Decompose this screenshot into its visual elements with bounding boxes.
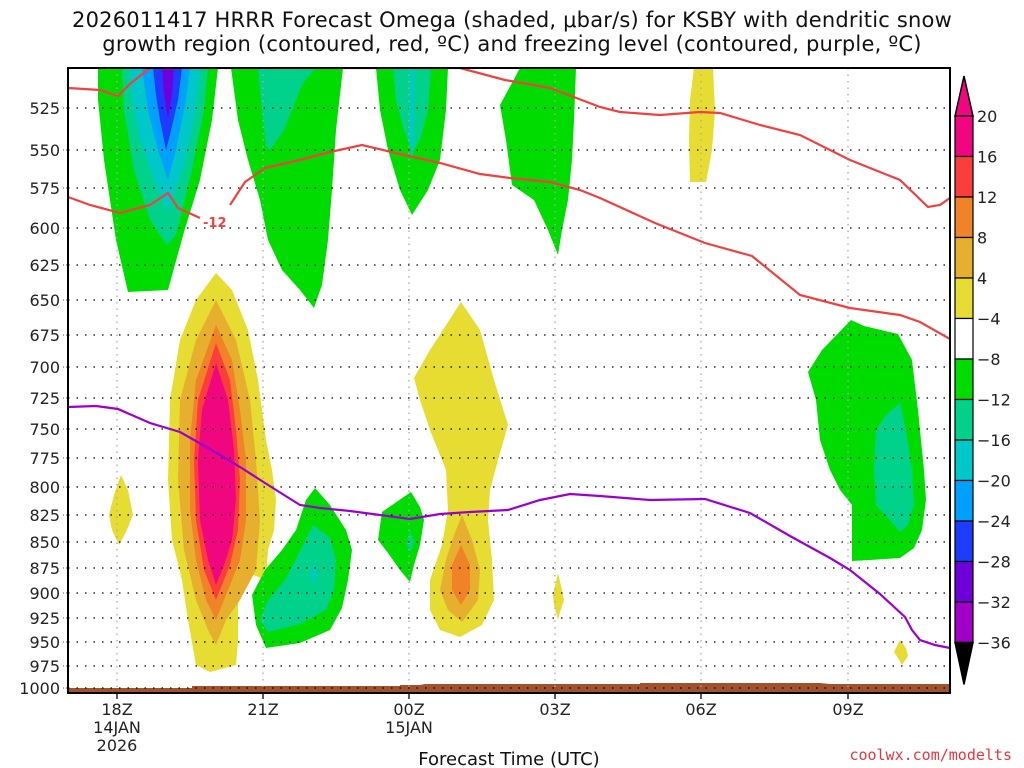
- colorbar-label: 20: [977, 107, 997, 126]
- chart-title: 2026011417 HRRR Forecast Omega (shaded, …: [0, 8, 1024, 56]
- colorbar-swatch: [954, 520, 974, 563]
- y-tick-label: 775: [29, 449, 60, 468]
- omega-shade-ascent-5-m8: [260, 525, 336, 632]
- omega-shade-ascent-1-m24: [162, 68, 174, 118]
- x-axis-label: Forecast Time (UTC): [418, 749, 599, 768]
- colorbar-swatch: [954, 277, 974, 320]
- colorbar-swatch: [954, 236, 974, 279]
- x-tick-label: 09Z: [832, 700, 863, 719]
- colorbar-min-arrow: [954, 641, 974, 685]
- contour-dgz-lower: [68, 191, 201, 220]
- y-tick-label: 600: [29, 219, 60, 238]
- colorbar-label: −28: [977, 553, 1011, 572]
- shaded-omega-layer: [68, 68, 950, 693]
- omega-shade-ascent-5-m12: [311, 563, 317, 585]
- y-tick-label: 850: [29, 533, 60, 552]
- colorbar-swatch: [954, 560, 974, 603]
- y-tick-label: 900: [29, 584, 60, 603]
- x-tick-label: 21Z: [247, 700, 278, 719]
- contour-label-dgz: -12: [203, 216, 227, 231]
- omega-shade-ascent-4-m4: [500, 68, 576, 255]
- contour-dgz-upper: [68, 68, 950, 209]
- y-tick-label: 800: [29, 478, 60, 497]
- x-tick-date-label: 14JAN: [93, 718, 141, 737]
- y-tick-label: 825: [29, 506, 60, 525]
- colorbar-swatch: [954, 317, 974, 360]
- y-tick-label: 875: [29, 559, 60, 578]
- omega-shade-ascent-3-m12: [410, 68, 414, 160]
- omega-shade-ascent-6-m4: [378, 492, 424, 582]
- omega-shade-descent-small-4: [894, 640, 908, 665]
- colorbar-label: −8: [977, 350, 1001, 369]
- omega-shade-ascent-6-m8: [407, 530, 414, 552]
- contour-layer: -12: [68, 68, 950, 650]
- y-tick-label: 975: [29, 657, 60, 676]
- colorbar-label: 12: [977, 188, 997, 207]
- omega-shade-descent-small-1: [689, 68, 715, 182]
- y-tick-label: 950: [29, 633, 60, 652]
- colorbar-swatch: [954, 479, 974, 522]
- omega-shade-descent-2-p12: [452, 545, 470, 605]
- colorbar-label: −24: [977, 512, 1011, 531]
- colorbar-max-arrow: [954, 75, 974, 117]
- omega-shade-ascent-7-m8: [874, 403, 914, 532]
- colorbar-label: −20: [977, 472, 1011, 491]
- omega-shade-ascent-2-m8: [258, 68, 315, 150]
- y-axis: 525 550 575 600 625 650 675 700 725 750 775 800 825 8…: [19, 99, 68, 698]
- colorbar-swatch: [954, 358, 974, 401]
- colorbar-label: 16: [977, 148, 997, 167]
- x-tick-label: 18Z: [101, 700, 132, 719]
- y-tick-label: 550: [29, 141, 60, 160]
- y-tick-label: 650: [29, 291, 60, 310]
- title-line-2: growth region (contoured, red, ºC) and f…: [102, 32, 922, 56]
- y-tick-label: 1000: [19, 679, 60, 698]
- credit-text: coolwx.com/modelts: [849, 746, 1012, 764]
- colorbar-label: −16: [977, 431, 1011, 450]
- omega-shade-ascent-2-m4: [231, 68, 343, 308]
- plot-frame: [67, 67, 951, 694]
- y-tick-label: 575: [29, 179, 60, 198]
- contour-dgz-lower-cont: [229, 143, 950, 340]
- x-tick-label: 06Z: [685, 700, 716, 719]
- y-tick-label: 525: [29, 99, 60, 118]
- y-tick-label: 675: [29, 326, 60, 345]
- colorbar-label: 8: [977, 229, 987, 248]
- x-tick-label: 03Z: [539, 700, 570, 719]
- y-tick-label: 925: [29, 609, 60, 628]
- colorbar: 20 16 12 8 4 −4 −8 −12 −16 −20 −24 −28 −32 −36: [954, 75, 1011, 685]
- colorbar-label: −12: [977, 391, 1011, 410]
- grid: [68, 68, 950, 693]
- title-line-1: 2026011417 HRRR Forecast Omega (shaded, …: [72, 8, 952, 32]
- omega-shade-descent-2-p4: [414, 302, 508, 637]
- y-tick-label: 725: [29, 389, 60, 408]
- y-tick-label: 700: [29, 358, 60, 377]
- colorbar-label: −32: [977, 593, 1011, 612]
- colorbar-swatch: [954, 115, 974, 158]
- colorbar-swatch: [954, 196, 974, 239]
- omega-shade-descent-1-p20: [198, 363, 236, 585]
- colorbar-swatch: [954, 601, 974, 644]
- colorbar-swatch: [954, 439, 974, 482]
- colorbar-swatch: [954, 155, 974, 198]
- colorbar-label: 4: [977, 269, 987, 288]
- colorbar-label: −4: [977, 310, 1001, 329]
- x-tick-date-label: 15JAN: [385, 718, 433, 737]
- contour-freezing-level: [68, 404, 950, 650]
- colorbar-swatch: [954, 398, 974, 441]
- x-tick-date-label: 2026: [97, 736, 138, 755]
- y-tick-label: 625: [29, 256, 60, 275]
- omega-shade-descent-small-2: [109, 475, 133, 545]
- terrain-surface: [68, 683, 950, 693]
- x-tick-label: 00Z: [393, 700, 424, 719]
- y-tick-label: 750: [29, 420, 60, 439]
- colorbar-label: −36: [977, 634, 1011, 653]
- omega-shade-descent-small-3: [553, 573, 564, 620]
